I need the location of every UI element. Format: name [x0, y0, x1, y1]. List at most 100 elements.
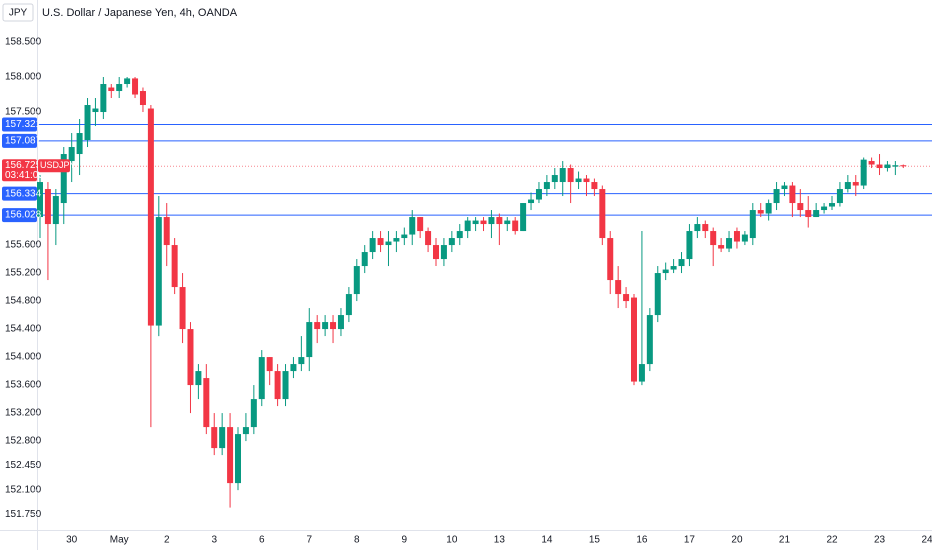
candle-body: [535, 189, 542, 200]
level-label-box: [2, 117, 37, 132]
candle-body: [749, 210, 756, 239]
candle-body: [258, 357, 265, 400]
candle-body: [829, 203, 835, 207]
candle-body: [211, 427, 218, 449]
candle-body: [472, 220, 479, 225]
candle-body: [662, 269, 669, 274]
candle-body: [615, 280, 622, 295]
symbol-label: USDJPY: [40, 160, 76, 170]
candle-body: [718, 245, 725, 249]
currency-box: [2, 3, 34, 22]
last-price-box: [2, 159, 37, 182]
x-tick-label: 6: [259, 535, 265, 546]
x-tick-label: 2: [164, 535, 170, 546]
y-tick-label: 154.800: [5, 296, 42, 307]
candle-body: [353, 266, 360, 295]
candle-body: [187, 329, 194, 386]
candle-body: [789, 185, 796, 204]
candle-body: [765, 203, 772, 214]
x-tick-label: 16: [636, 535, 648, 546]
candle-body: [638, 364, 645, 382]
candle-body: [631, 297, 637, 382]
candle-body: [108, 87, 115, 92]
candle-body: [599, 189, 606, 239]
candle-body: [68, 147, 75, 162]
candle-body: [797, 203, 804, 211]
candle-body: [242, 427, 249, 435]
candle-body: [654, 273, 661, 316]
x-tick-label: 30: [66, 535, 78, 546]
level-label: 157.087: [5, 136, 42, 147]
x-tick-label: 15: [589, 535, 601, 546]
candle-body: [163, 217, 170, 246]
candle-body: [440, 245, 447, 260]
candle-body: [298, 357, 305, 365]
candle-body: [821, 206, 828, 211]
y-tick-label: 158.500: [5, 37, 42, 48]
candle-body: [575, 178, 582, 183]
level-label: 156.334: [5, 188, 42, 199]
candle-body: [551, 175, 558, 183]
candle-body: [876, 164, 883, 169]
x-tick-label: 13: [494, 535, 506, 546]
candle-body: [401, 234, 408, 239]
candle-body: [591, 182, 598, 190]
y-tick-label: 152.450: [5, 460, 42, 471]
candle-body: [781, 185, 788, 190]
candle-body: [433, 245, 439, 260]
candle-body: [92, 108, 99, 113]
candle-body: [496, 217, 503, 225]
y-tick-label: 152.100: [5, 485, 42, 496]
candle-body: [852, 182, 859, 186]
x-tick-label: 7: [306, 535, 312, 546]
candle-body: [322, 322, 329, 330]
candle-body: [274, 371, 281, 400]
candle-body: [844, 182, 851, 190]
candle-body: [171, 245, 178, 288]
x-tick-label: 14: [541, 535, 553, 546]
candle-body: [559, 168, 566, 183]
x-tick-label: 21: [779, 535, 791, 546]
candle-body: [448, 238, 455, 246]
candle-body: [678, 259, 685, 267]
candle-body: [464, 220, 471, 232]
candle-body: [646, 315, 653, 365]
candle-body: [686, 231, 693, 260]
candle-body: [132, 78, 139, 95]
level-label: 156.028: [5, 210, 42, 221]
candle-body: [694, 224, 701, 232]
candle-body: [702, 224, 709, 232]
y-tick-label: 152.800: [5, 436, 42, 447]
candle-body: [385, 241, 392, 246]
candle-body: [623, 294, 630, 302]
currency: JPY: [9, 8, 28, 19]
y-tick-label: 153.600: [5, 380, 42, 391]
x-tick-label: 23: [874, 535, 886, 546]
candle-body: [733, 231, 740, 242]
candle-body: [139, 91, 146, 106]
candle-body: [116, 84, 123, 92]
candle-body: [361, 252, 368, 267]
candle-body: [52, 196, 59, 225]
x-tick-label: 20: [731, 535, 743, 546]
candle-body: [195, 371, 202, 386]
level-label-box: [2, 186, 37, 201]
x-tick-label: May: [110, 535, 129, 546]
candle-body: [84, 105, 91, 141]
candle-body: [290, 364, 297, 372]
last-price-label: 156.725: [5, 160, 42, 171]
candle-body: [456, 231, 463, 239]
level-label: 157.321: [5, 119, 42, 130]
x-tick-label: 24: [921, 535, 932, 546]
candle-body: [314, 322, 321, 330]
y-tick-label: 154.000: [5, 352, 42, 363]
candle-body: [250, 399, 257, 428]
y-tick-label: 153.200: [5, 408, 42, 419]
candle-body: [179, 287, 186, 330]
y-tick-label: 158.000: [5, 72, 42, 83]
candle-body: [155, 217, 162, 326]
candle-body: [377, 238, 384, 246]
candle-body: [805, 210, 812, 218]
candle-body: [543, 182, 550, 190]
